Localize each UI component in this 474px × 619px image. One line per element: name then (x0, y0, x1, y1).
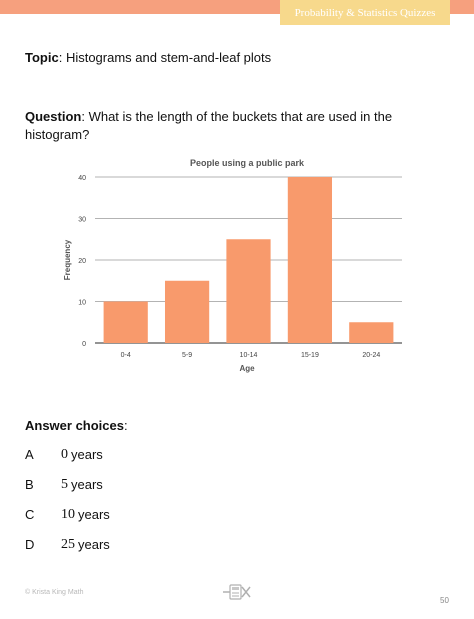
bar-5-9 (164, 280, 210, 343)
choice-value: 25 (61, 537, 75, 552)
y-axis-label: Frequency (63, 239, 72, 280)
x-tick-label: 15-19 (301, 352, 319, 359)
chart-title: People using a public park (190, 158, 305, 168)
y-tick-label: 20 (78, 258, 86, 265)
choice-unit: years (71, 447, 103, 462)
page-number: 50 (440, 596, 449, 605)
choice-letter: D (25, 537, 35, 552)
histogram-chart: People using a public park 0 10 20 30 40 0-4… (63, 158, 402, 373)
bar-0-4 (103, 301, 148, 343)
choice-value: 5 (61, 477, 68, 492)
topic-line: Topic: Histograms and stem-and-leaf plot… (25, 50, 272, 65)
answer-choices-heading: Answer choices: (25, 418, 128, 433)
calculator-pencil-icon (223, 584, 251, 600)
bar-15-19 (287, 177, 333, 343)
x-tick-labels: 0-4 5-9 10-14 15-19 20-24 (121, 352, 381, 359)
x-tick-label: 0-4 (121, 352, 131, 359)
choice-unit: years (78, 507, 110, 522)
header-tab-title: Probability & Statistics Quizzes (294, 6, 436, 19)
choice-unit: years (71, 477, 103, 492)
choice-letter: B (25, 477, 34, 492)
y-tick-label: 30 (78, 217, 86, 224)
x-tick-label: 10-14 (240, 352, 258, 359)
y-tick-label: 10 (78, 300, 86, 307)
y-tick-labels: 0 10 20 30 40 (78, 175, 86, 348)
y-tick-label: 0 (82, 341, 86, 348)
choice-letter: A (25, 447, 34, 462)
chart-bars (103, 177, 394, 343)
question-label: Question (25, 109, 82, 124)
choice-value: 0 (61, 447, 68, 462)
y-tick-label: 40 (78, 175, 86, 182)
answer-choices-label: Answer choices (25, 418, 124, 433)
question-text: What is the length of the buckets that a… (25, 109, 393, 142)
header-tab: Probability & Statistics Quizzes (280, 0, 450, 25)
choice-letter: C (25, 507, 35, 522)
x-tick-label: 20-24 (362, 352, 380, 359)
topic-text: Histograms and stem-and-leaf plots (65, 50, 272, 65)
choice-unit: years (78, 537, 110, 552)
x-axis-label: Age (239, 364, 255, 373)
bar-20-24 (349, 322, 394, 343)
question-line: Question: What is the length of the buck… (25, 109, 393, 142)
choice-value: 10 (61, 507, 75, 522)
bar-10-14 (226, 239, 271, 343)
x-tick-label: 5-9 (182, 352, 192, 359)
copyright-text: © Krista King Math (25, 589, 84, 596)
topic-label: Topic (25, 50, 59, 65)
